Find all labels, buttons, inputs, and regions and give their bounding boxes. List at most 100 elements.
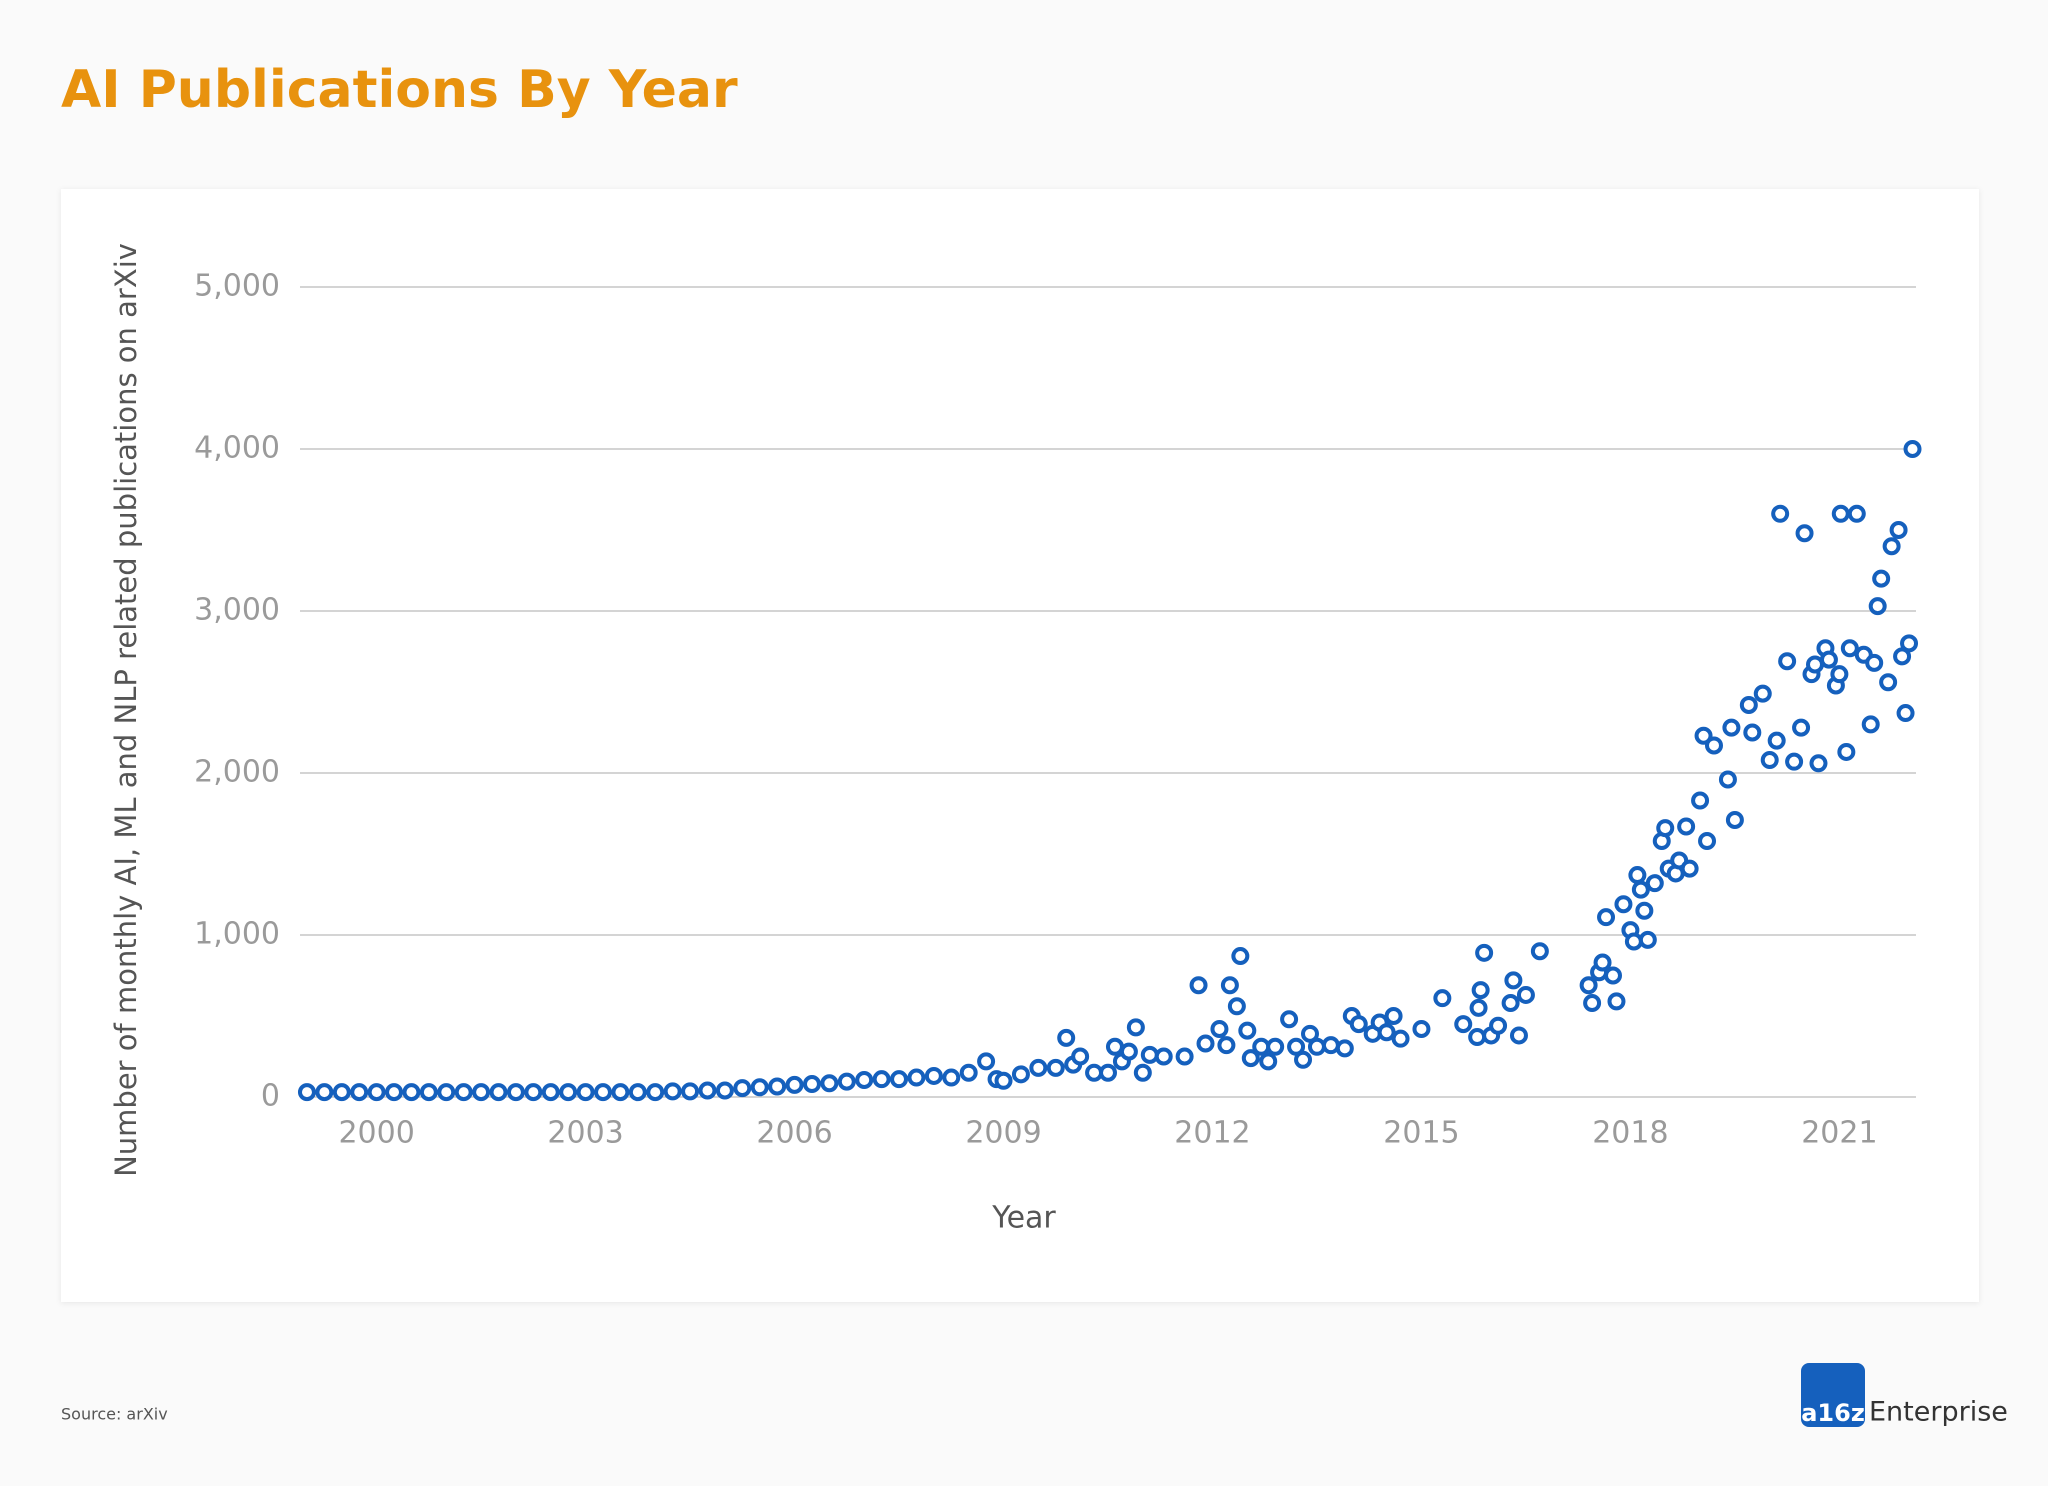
y-tick-label: 1,000 — [194, 917, 280, 952]
data-point — [1725, 810, 1744, 829]
data-point — [1631, 880, 1650, 899]
data-point — [1154, 1047, 1173, 1066]
data-point — [872, 1070, 891, 1089]
data-point — [994, 1071, 1013, 1090]
data-point — [1029, 1058, 1048, 1077]
data-point — [385, 1083, 404, 1102]
data-point — [1903, 440, 1922, 458]
logo-mark: a16z — [1801, 1399, 1865, 1427]
data-point — [332, 1083, 351, 1102]
data-point — [1259, 1052, 1278, 1071]
data-point — [1252, 1037, 1271, 1056]
data-point — [524, 1083, 543, 1102]
data-point — [959, 1063, 978, 1082]
data-point — [1071, 1047, 1090, 1066]
data-point — [890, 1070, 909, 1089]
data-point — [785, 1075, 804, 1094]
data-point — [1133, 1063, 1152, 1082]
x-axis-label: Year — [991, 1201, 1056, 1236]
data-point — [1238, 1021, 1257, 1040]
data-point — [1604, 966, 1622, 985]
data-point — [1900, 634, 1919, 653]
data-point — [1504, 971, 1523, 990]
data-point — [1861, 715, 1880, 734]
data-point — [1872, 569, 1891, 588]
data-point — [297, 1083, 316, 1102]
y-tick-label: 0 — [261, 1079, 280, 1114]
x-tick-label: 2006 — [756, 1116, 832, 1151]
data-point — [1189, 976, 1208, 995]
data-point — [1335, 1039, 1354, 1058]
y-axis-label: Number of monthly AI, ML and NLP related… — [109, 243, 143, 1177]
data-point — [820, 1074, 839, 1093]
chart-title: AI Publications By Year — [61, 60, 738, 120]
data-point — [1809, 754, 1828, 773]
x-tick-label: 2000 — [338, 1116, 414, 1151]
data-point — [663, 1082, 682, 1101]
data-point — [1583, 994, 1602, 1013]
data-point — [1301, 1024, 1319, 1043]
data-point — [1516, 985, 1535, 1004]
data-point — [1837, 742, 1856, 761]
data-point — [1280, 1010, 1299, 1029]
data-point — [1680, 859, 1699, 878]
data-point — [681, 1082, 700, 1101]
data-point — [1868, 597, 1887, 616]
data-point — [1530, 942, 1549, 961]
data-point — [750, 1078, 769, 1097]
data-point — [1865, 653, 1884, 672]
data-point — [1767, 731, 1786, 750]
data-point — [1475, 943, 1494, 962]
y-tick-label: 2,000 — [194, 755, 280, 790]
data-point — [1785, 752, 1804, 771]
data-point — [1635, 901, 1654, 920]
data-point — [315, 1083, 334, 1102]
data-point — [419, 1083, 438, 1102]
data-point — [1349, 1015, 1368, 1034]
data-point — [1321, 1036, 1340, 1055]
data-point — [1241, 1049, 1260, 1068]
data-point — [1743, 723, 1762, 742]
data-point — [1607, 992, 1626, 1011]
x-tick-label: 2018 — [1592, 1116, 1668, 1151]
data-point — [1624, 932, 1643, 951]
data-point — [1057, 1028, 1076, 1047]
data-point — [1501, 994, 1520, 1013]
data-point — [1489, 1016, 1508, 1035]
data-point — [1847, 504, 1866, 523]
y-tick-label: 4,000 — [194, 431, 280, 466]
data-point — [1384, 1007, 1403, 1025]
data-point — [1085, 1063, 1104, 1082]
data-point — [646, 1083, 665, 1102]
data-point — [1893, 647, 1912, 666]
data-point — [837, 1072, 856, 1091]
data-point — [924, 1066, 943, 1085]
data-point — [855, 1070, 874, 1089]
logo-text: Enterprise — [1869, 1397, 2008, 1428]
data-point — [1722, 718, 1741, 737]
data-point — [1509, 1026, 1528, 1045]
y-tick-label: 5,000 — [194, 269, 280, 304]
data-point — [907, 1068, 926, 1087]
data-point — [1645, 874, 1664, 893]
data-point — [1705, 736, 1723, 755]
data-point — [1614, 895, 1633, 914]
data-point — [1698, 832, 1717, 851]
x-tick-label: 2012 — [1174, 1116, 1250, 1151]
data-point — [489, 1083, 508, 1102]
data-point — [611, 1083, 630, 1102]
data-point — [1718, 770, 1737, 789]
data-point — [1806, 655, 1824, 674]
data-point — [1217, 1036, 1236, 1055]
data-point — [594, 1083, 612, 1102]
data-point — [1760, 751, 1779, 770]
data-point — [1819, 650, 1838, 669]
source-note: Source: arXiv — [61, 1405, 168, 1424]
y-tick-label: 3,000 — [194, 593, 280, 628]
data-point — [1579, 976, 1598, 995]
data-point — [1830, 665, 1849, 684]
data-point — [1677, 817, 1696, 836]
data-point — [1840, 639, 1859, 658]
data-point — [1220, 976, 1239, 995]
data-point — [1469, 998, 1488, 1017]
